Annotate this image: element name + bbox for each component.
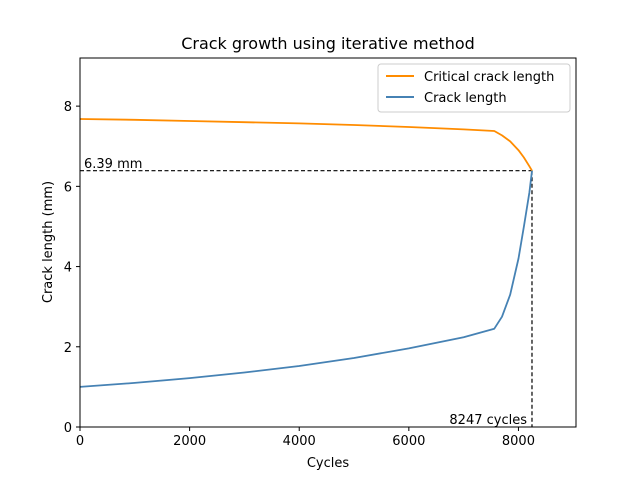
failure-cycles-annotation: 8247 cycles (449, 413, 527, 428)
critical-length-annotation: 6.39 mm (84, 157, 142, 172)
legend: Critical crack length Crack length (377, 63, 571, 113)
y-axis-label: Crack length (mm) (41, 181, 56, 303)
series-line-critical-crack-length (79, 118, 533, 172)
x-tick-label: 8000 (502, 434, 535, 449)
y-tick-label: 2 (64, 341, 72, 356)
y-tick-label: 8 (64, 100, 72, 115)
chart-title: Crack growth using iterative method (181, 34, 475, 53)
legend-box (377, 63, 571, 113)
legend-label-crack-length: Crack length (424, 91, 507, 106)
x-axis-ticks: 0 2000 4000 6000 8000 (76, 427, 535, 449)
series-line-crack-length (79, 170, 533, 388)
x-tick-label: 0 (76, 434, 84, 449)
y-tick-label: 6 (64, 180, 72, 195)
x-tick-label: 4000 (283, 434, 316, 449)
x-tick-label: 6000 (392, 434, 425, 449)
x-tick-label: 2000 (173, 434, 206, 449)
x-axis-label: Cycles (307, 456, 350, 471)
y-axis-ticks: 0 2 4 6 8 (64, 100, 80, 436)
legend-label-critical-crack-length: Critical crack length (424, 70, 554, 85)
axes-frame (79, 57, 577, 428)
y-tick-label: 0 (64, 421, 72, 436)
y-tick-label: 4 (64, 261, 72, 276)
plot-area (79, 118, 533, 427)
